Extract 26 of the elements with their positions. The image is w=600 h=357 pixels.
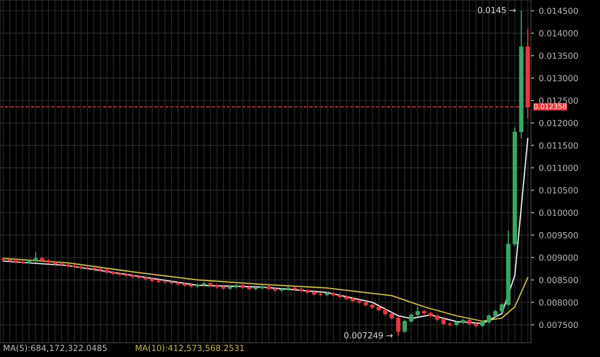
candlestick <box>500 302 504 314</box>
annotation: 0.007249 → <box>344 332 393 338</box>
y-tick-label: 0.010000 <box>539 210 578 216</box>
y-tick-label: 0.012000 <box>539 120 578 126</box>
candlestick <box>33 252 38 263</box>
candlestick <box>396 316 400 337</box>
y-tick-label: 0.014500 <box>539 8 578 14</box>
y-tick-label: 0.010500 <box>539 187 578 194</box>
line-series <box>2 258 528 322</box>
y-tick-label: 0.013500 <box>539 52 578 59</box>
y-tick-label: 0.014000 <box>539 30 578 36</box>
text: MA(10):412,573,568.2531 <box>136 344 244 352</box>
y-tick-label: 0.007500 <box>539 322 578 328</box>
y-tick-label: 0.011500 <box>539 142 578 149</box>
y-tick-label: 0.011000 <box>539 164 578 172</box>
line-series <box>2 138 528 324</box>
candlestick <box>416 306 420 317</box>
text: MA(5):684,172,322.0485 <box>4 344 107 352</box>
y-tick-label: 0.008500 <box>539 276 578 284</box>
candlestick <box>402 319 407 334</box>
y-tick-label: 0.009000 <box>539 254 578 261</box>
y-tick-label: 0.012500 <box>539 97 578 104</box>
y-tick-label: 0.013000 <box>539 75 578 82</box>
y-tick-label: 0.009500 <box>539 232 578 238</box>
annotation: 0.0145 → <box>478 6 516 14</box>
y-tick-label: 0.008000 <box>539 299 578 306</box>
